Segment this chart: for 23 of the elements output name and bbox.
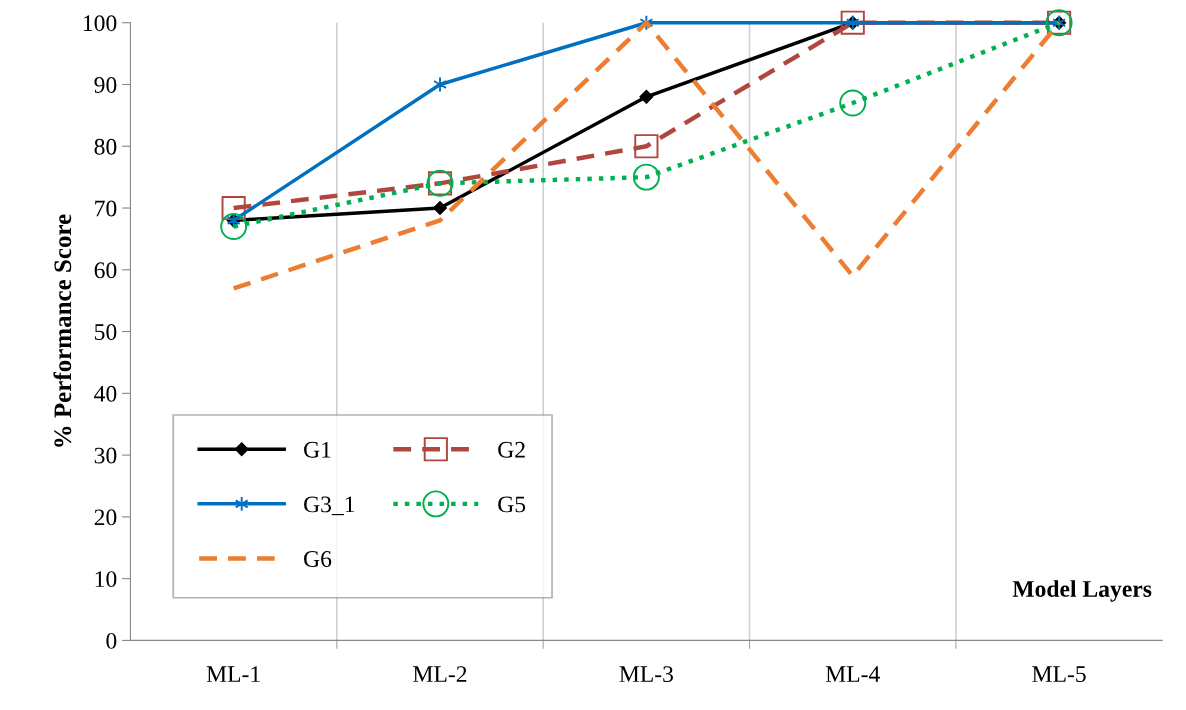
legend-label: G1: [304, 441, 331, 458]
x-tick-label: ML-2: [413, 666, 467, 682]
y-tick-label: 30: [94, 447, 117, 464]
x-tick-label: ML-4: [825, 666, 880, 682]
y-tick-label: 90: [94, 76, 117, 93]
y-tick-label: 20: [94, 509, 117, 526]
x-tick-label: ML-5: [1032, 666, 1086, 683]
y-tick-label: 80: [94, 138, 117, 155]
x-axis-title: Model Layers: [1012, 580, 1152, 602]
y-tick-label: 50: [95, 324, 117, 340]
y-axis-title: % Performance Score: [53, 214, 72, 447]
y-tick-label: 100: [83, 15, 117, 32]
legend-label: G5: [498, 496, 526, 513]
legend-label: G6: [304, 551, 332, 567]
y-tick-label: 10: [95, 571, 117, 588]
y-tick-label: 60: [94, 262, 117, 279]
legend-label: G3_1: [304, 496, 355, 516]
y-tick-label: 40: [94, 385, 117, 402]
x-tick-label: ML-3: [619, 666, 673, 683]
y-tick-label: 0: [106, 632, 117, 649]
legend-label: G2: [498, 441, 525, 458]
y-tick-label: 70: [95, 200, 117, 217]
x-tick-label: ML-1: [206, 666, 260, 682]
